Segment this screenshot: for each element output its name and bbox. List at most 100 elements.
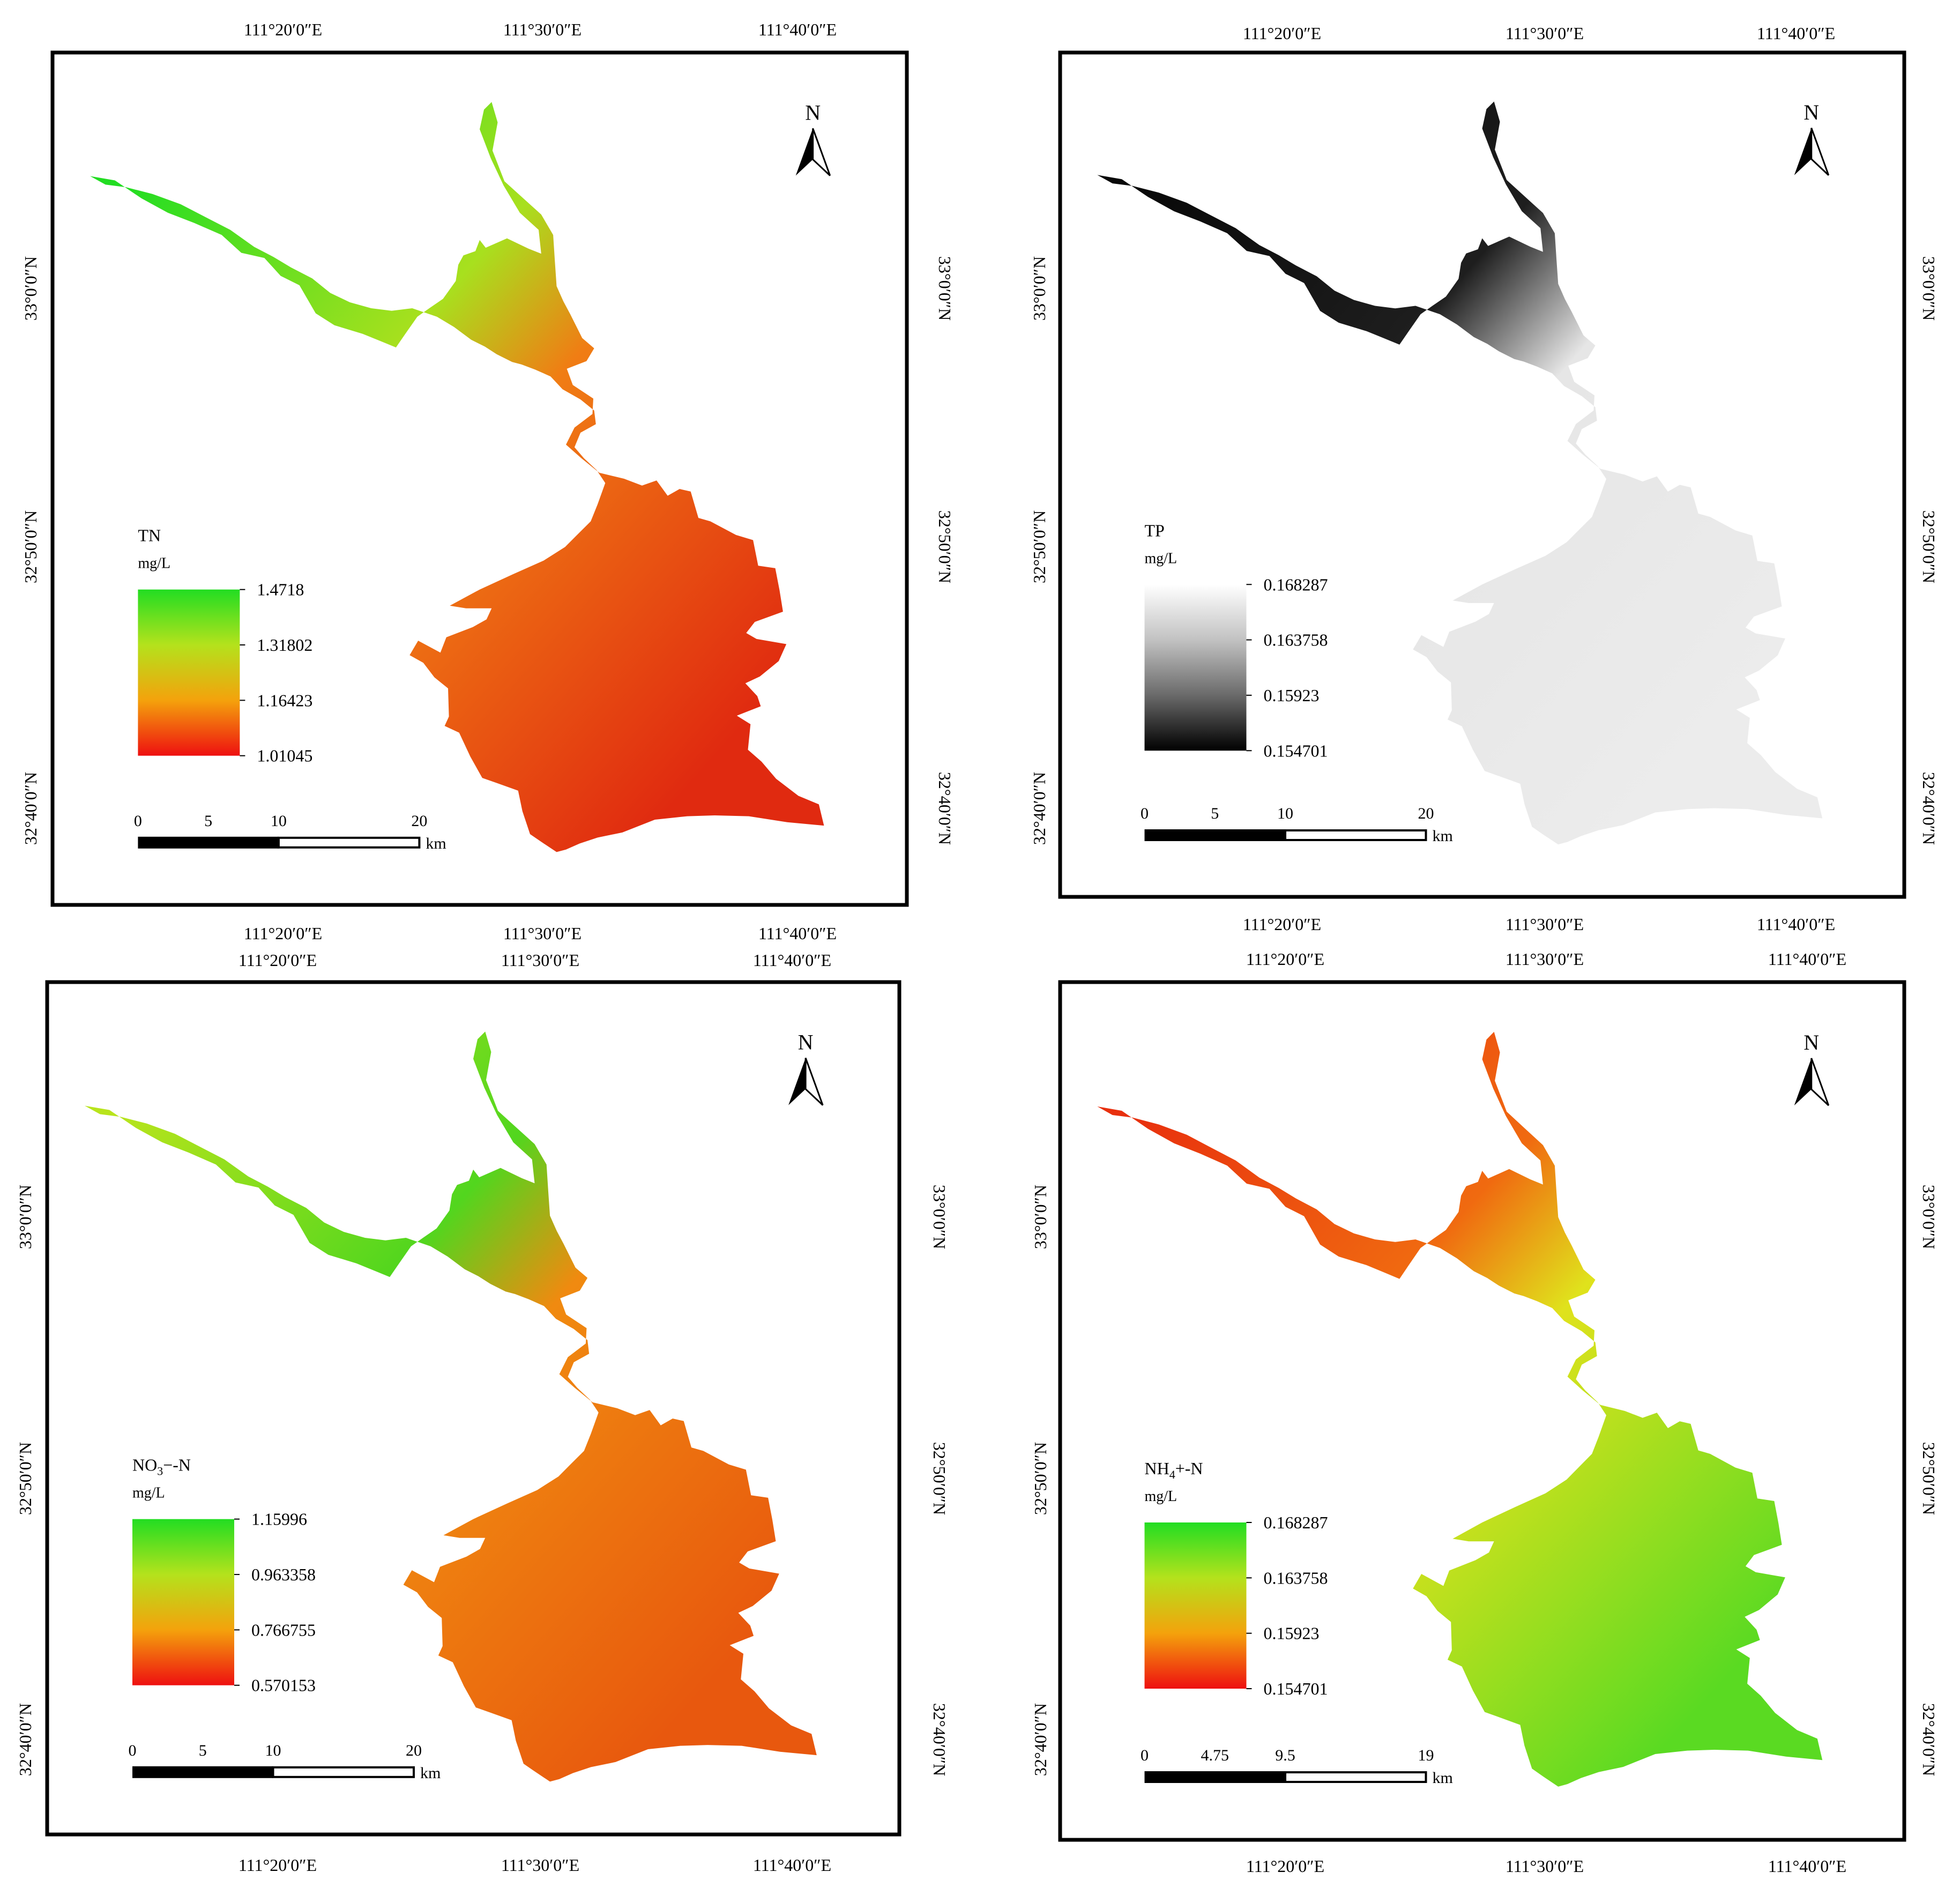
longitude-label-top: 111°20′0″E (1243, 24, 1321, 43)
scale-bar-label: 10 (271, 812, 287, 830)
map-frame (1058, 980, 1906, 1842)
latitude-label-left: 32°50′0″N (1031, 1442, 1050, 1515)
latitude-label-left: 33°0′0″N (1030, 256, 1049, 321)
map-panel-tn: 111°20′0″E 111°20′0″E 111°30′0″E 111°30′0″E… (21, 20, 955, 943)
north-arrow-icon: N (795, 101, 831, 176)
legend-title: TN (138, 526, 161, 545)
legend-title-main: NO (132, 1455, 157, 1475)
legend-title: NH4+-N (1145, 1459, 1203, 1481)
north-label: N (1804, 100, 1819, 124)
scale-bar-label: 20 (1418, 805, 1434, 822)
longitude-label-top: 111°40′0″E (753, 950, 831, 970)
scale-bar-label: 0 (1141, 805, 1149, 822)
reservoir-area (85, 1031, 817, 1782)
legend-value: 0.163758 (1264, 1568, 1328, 1587)
longitude-label-top: 111°20′0″E (244, 20, 322, 39)
longitude-label-top: 111°20′0″E (239, 950, 317, 970)
north-arrow-left-half (795, 128, 813, 176)
longitude-label-bottom: 111°30′0″E (503, 924, 582, 943)
north-arrow-icon: N (1794, 100, 1830, 176)
north-arrow-left-half (788, 1058, 806, 1105)
scale-bar-label: 5 (199, 1742, 207, 1759)
scale-bar-label: 9.5 (1275, 1747, 1295, 1764)
longitude-label-bottom: 111°30′0″E (1506, 1856, 1584, 1876)
longitude-label-top: 111°40′0″E (1768, 949, 1846, 969)
longitude-label-top: 111°40′0″E (758, 20, 837, 39)
legend-color-ramp (1144, 1522, 1247, 1689)
latitude-label-left: 32°40′0″N (16, 1703, 35, 1776)
longitude-label-bottom: 111°40′0″E (753, 1855, 831, 1875)
legend-title-suffix: +-N (1175, 1459, 1203, 1478)
legend-title: TP (1145, 521, 1165, 540)
legend-unit: mg/L (1145, 550, 1178, 567)
legend-value: 0.163758 (1264, 630, 1328, 650)
longitude-label-top: 111°30′0″E (501, 950, 579, 970)
longitude-label-top: 111°30′0″E (1506, 949, 1584, 969)
scale-bar-label: 20 (406, 1742, 422, 1759)
latitude-label-right: 33°0′0″N (930, 1185, 949, 1249)
legend: NH4+-N mg/L 0.168287 0.163758 0.15923 0.15470… (1144, 1459, 1328, 1698)
legend-value: 0.963358 (251, 1565, 316, 1584)
north-arrow-icon: N (788, 1030, 824, 1106)
map-panel-tp: 111°20′0″E 111°20′0″E 111°30′0″E 111°30′0″E… (1030, 24, 1939, 934)
latitude-label-right: 32°40′0″N (930, 1703, 949, 1776)
scale-bar-white-segment (1284, 1771, 1427, 1783)
scale-bar-label: 10 (1277, 805, 1293, 822)
north-arrow-right-half (1810, 128, 1830, 176)
scale-bar-label: 5 (1211, 805, 1219, 822)
scale-bar-label: 0 (1141, 1747, 1149, 1764)
latitude-label-left: 32°50′0″N (16, 1442, 35, 1515)
longitude-label-top: 111°40′0″E (1757, 24, 1835, 43)
legend-value: 0.154701 (1264, 741, 1328, 760)
scale-bar-label: 10 (265, 1742, 281, 1759)
legend-unit: mg/L (1145, 1488, 1178, 1505)
latitude-label-right: 32°40′0″N (1919, 772, 1939, 845)
reservoir-area (1097, 101, 1823, 845)
legend-title: NO3−-N (132, 1455, 191, 1478)
legend-value: 1.31802 (257, 635, 312, 655)
legend: NO3−-N mg/L 1.15996 0.963358 0.766755 0.57015… (132, 1455, 316, 1695)
legend-title-main: TP (1145, 521, 1165, 540)
legend-color-ramp (132, 1519, 234, 1685)
scale-bar-label: 0 (134, 812, 142, 830)
scale-bar-unit: km (426, 835, 446, 852)
legend-value: 0.168287 (1264, 1513, 1328, 1532)
scale-bar-black-segment (138, 836, 279, 849)
scale-bar-black-segment (132, 1766, 273, 1778)
scale-bar-label: 0 (129, 1742, 137, 1759)
reservoir-area (1097, 1031, 1823, 1787)
north-arrow-right-half (1810, 1058, 1830, 1106)
legend-title-subscript: 4 (1169, 1468, 1175, 1481)
scale-bar-unit: km (420, 1764, 441, 1782)
longitude-label-bottom: 111°20′0″E (1243, 915, 1321, 934)
longitude-label-bottom: 111°40′0″E (758, 924, 837, 943)
map-frame (1058, 50, 1906, 899)
scale-bar-label: 5 (204, 812, 212, 830)
map-panel-no3: 111°20′0″E 111°20′0″E 111°30′0″E 111°30′0″E… (16, 950, 949, 1875)
legend-color-ramp (1144, 584, 1247, 751)
legend: TP mg/L 0.168287 0.163758 0.15923 0.154701 (1144, 521, 1328, 760)
latitude-label-right: 32°50′0″N (1919, 510, 1939, 583)
legend-title-main: TN (138, 526, 161, 545)
longitude-label-top: 111°30′0″E (503, 20, 582, 39)
longitude-label-bottom: 111°40′0″E (1757, 915, 1835, 934)
scale-bar-label: 4.75 (1201, 1747, 1229, 1764)
legend-value: 0.570153 (251, 1676, 316, 1695)
north-label: N (798, 1030, 814, 1054)
legend-value: 0.154701 (1264, 1679, 1328, 1698)
legend-color-ramp (138, 589, 240, 756)
legend-value: 0.15923 (1264, 686, 1320, 705)
map-frame (50, 50, 909, 907)
latitude-label-left: 32°40′0″N (1031, 1703, 1050, 1776)
north-arrow-left-half (1794, 128, 1812, 175)
legend-unit: mg/L (138, 555, 170, 572)
latitude-label-right: 32°50′0″N (935, 510, 955, 583)
latitude-label-right: 32°40′0″N (935, 772, 955, 845)
legend-value: 0.168287 (1264, 575, 1328, 594)
longitude-label-bottom: 111°40′0″E (1768, 1856, 1846, 1876)
scale-bar-black-segment (1144, 829, 1285, 841)
scale-bar: 0 5 10 20 km (129, 1742, 441, 1782)
latitude-label-right: 32°50′0″N (930, 1442, 949, 1515)
latitude-label-left: 33°0′0″N (21, 256, 40, 321)
